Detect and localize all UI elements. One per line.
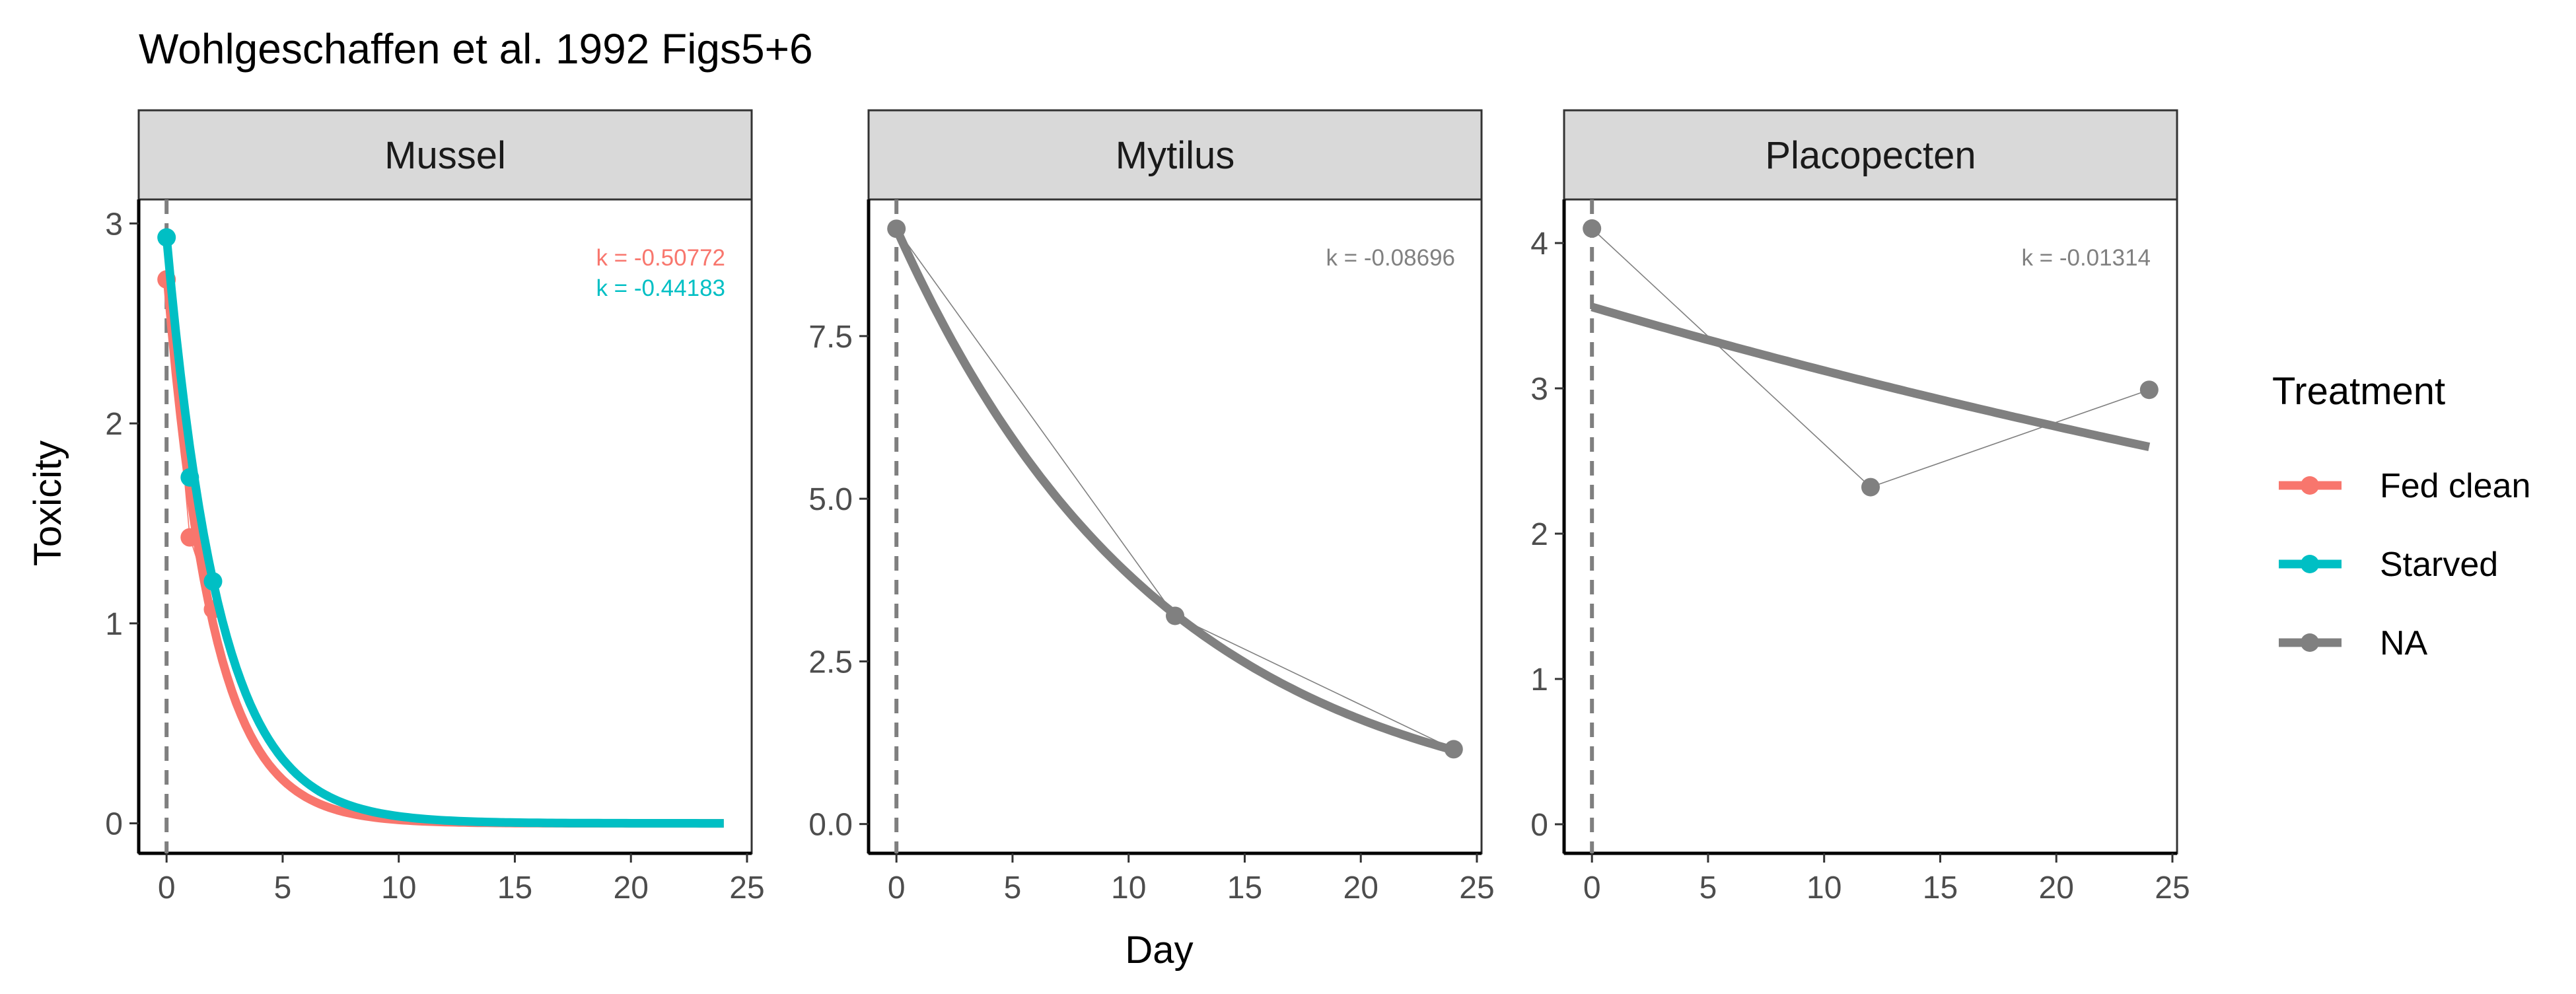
x-tick-label: 25 — [2155, 870, 2190, 905]
legend-label: Starved — [2380, 546, 2498, 584]
y-tick-label: 1 — [1530, 662, 1548, 697]
legend-key-point — [2301, 555, 2319, 573]
k-label: k = -0.44183 — [596, 275, 725, 301]
x-axis-title: Day — [1125, 929, 1193, 972]
data-point — [1583, 219, 1602, 238]
data-point — [887, 219, 906, 238]
y-tick-label: 5.0 — [808, 482, 853, 517]
data-point — [180, 468, 199, 487]
x-tick-label: 10 — [1807, 870, 1842, 905]
y-tick-label: 2 — [105, 407, 123, 442]
panel-mytilus: Mytilus 0.0 2.5 5.0 7.5 0 5 10 15 20 25 k = -0.0869… — [808, 109, 1495, 905]
y-tick-label: 4 — [1530, 227, 1548, 262]
strip-label: Placopecten — [1765, 134, 1976, 177]
data-point — [2139, 380, 2159, 400]
y-tick-label: 2 — [1530, 517, 1548, 552]
panel-placopecten: Placopecten 0 1 2 3 4 0 5 10 15 20 25 k = -0.01314 — [1530, 109, 2190, 905]
x-tick-label: 25 — [729, 870, 764, 905]
x-tick-label: 10 — [1111, 870, 1146, 905]
panel-mussel: Mussel 0 1 2 3 0 5 10 15 20 25 k = -0.50772 k = -0.4… — [105, 109, 765, 905]
k-label: k = -0.50772 — [596, 245, 725, 271]
k-label: k = -0.08696 — [1326, 245, 1455, 271]
legend-key-point — [2301, 476, 2319, 495]
legend-title: Treatment — [2272, 370, 2445, 413]
y-tick-label: 0 — [1530, 808, 1548, 843]
data-point — [1444, 740, 1463, 759]
y-tick-label: 3 — [1530, 372, 1548, 407]
x-tick-label: 0 — [888, 870, 906, 905]
x-tick-label: 25 — [1459, 870, 1494, 905]
x-tick-label: 0 — [158, 870, 176, 905]
panel-border — [1563, 198, 2178, 855]
data-point — [203, 572, 223, 591]
strip-background — [137, 109, 753, 201]
y-tick-label: 2.5 — [808, 645, 853, 680]
legend-key-point — [2301, 633, 2319, 652]
y-tick-label: 3 — [105, 207, 123, 242]
series-connector-na — [896, 228, 1454, 750]
fit-curve-fed-clean — [162, 271, 724, 828]
y-axis-title: Toxicity — [26, 441, 69, 566]
k-label: k = -0.01314 — [2021, 245, 2151, 271]
y-tick-label: 0 — [105, 807, 123, 842]
strip-background — [1563, 109, 2178, 201]
y-tick-label: 7.5 — [808, 320, 853, 355]
fit-curve-na — [1591, 302, 2151, 451]
x-tick-label: 20 — [2039, 870, 2074, 905]
x-tick-label: 20 — [614, 870, 649, 905]
data-point — [1861, 478, 1880, 497]
x-tick-label: 20 — [1343, 870, 1378, 905]
legend: Treatment Fed clean Starved NA — [2272, 370, 2530, 662]
data-point — [157, 228, 176, 247]
legend-label: NA — [2380, 624, 2428, 662]
x-tick-label: 5 — [274, 870, 292, 905]
strip-background — [867, 109, 1483, 201]
x-tick-label: 10 — [381, 870, 416, 905]
x-tick-label: 5 — [1699, 870, 1717, 905]
legend-label: Fed clean — [2380, 467, 2530, 505]
panel-border — [867, 198, 1483, 855]
strip-label: Mussel — [384, 134, 506, 177]
x-tick-label: 15 — [1923, 870, 1958, 905]
x-tick-label: 5 — [1004, 870, 1022, 905]
y-tick-label: 0.0 — [808, 808, 853, 843]
fit-curve-starved — [162, 236, 724, 828]
x-tick-label: 15 — [497, 870, 532, 905]
chart-title: Wohlgeschaffen et al. 1992 Figs5+6 — [139, 25, 813, 73]
data-point — [1166, 606, 1184, 625]
fit-curve-na — [892, 227, 1455, 755]
data-point — [180, 528, 199, 547]
x-tick-label: 15 — [1227, 870, 1262, 905]
y-tick-label: 1 — [105, 607, 123, 642]
x-tick-label: 0 — [1583, 870, 1601, 905]
strip-label: Mytilus — [1116, 134, 1234, 177]
